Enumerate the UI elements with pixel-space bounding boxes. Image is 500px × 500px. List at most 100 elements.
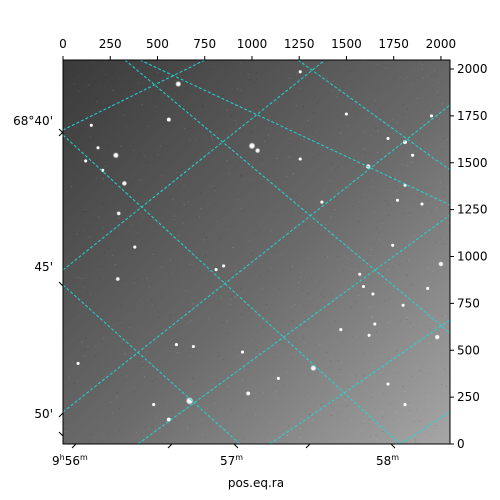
noise-speck	[401, 428, 403, 430]
noise-speck	[93, 216, 95, 218]
noise-speck	[383, 300, 385, 302]
star	[96, 146, 100, 150]
noise-speck	[431, 74, 433, 76]
noise-speck	[203, 239, 205, 241]
noise-speck	[163, 368, 165, 370]
noise-speck	[294, 343, 296, 345]
noise-speck	[134, 282, 136, 284]
noise-speck	[302, 337, 304, 339]
noise-speck	[210, 134, 212, 136]
noise-speck	[391, 418, 393, 420]
noise-speck	[226, 109, 227, 111]
noise-speck	[359, 106, 361, 108]
noise-speck	[319, 344, 321, 346]
noise-speck	[406, 77, 408, 79]
noise-speck	[311, 364, 313, 366]
noise-speck	[290, 108, 292, 110]
noise-speck	[122, 223, 124, 225]
noise-speck	[112, 412, 114, 414]
noise-speck	[197, 181, 199, 183]
noise-speck	[96, 101, 98, 103]
noise-speck	[175, 290, 177, 292]
noise-speck	[98, 303, 100, 305]
noise-speck	[167, 423, 169, 425]
noise-speck	[276, 157, 278, 159]
noise-speck	[357, 165, 359, 167]
noise-speck	[392, 177, 394, 179]
noise-speck	[415, 440, 417, 442]
noise-speck	[435, 138, 436, 140]
noise-speck	[137, 63, 139, 64]
noise-speck	[330, 233, 332, 235]
noise-speck	[187, 201, 189, 203]
noise-speck	[76, 220, 78, 222]
noise-speck	[118, 430, 120, 432]
noise-speck	[143, 155, 145, 157]
noise-speck	[416, 144, 418, 146]
noise-speck	[171, 273, 173, 275]
noise-speck	[348, 186, 350, 188]
noise-speck	[282, 337, 284, 339]
noise-speck	[70, 146, 72, 148]
noise-speck	[327, 255, 328, 257]
noise-speck	[241, 313, 243, 315]
noise-speck	[382, 242, 384, 244]
noise-speck	[180, 322, 182, 324]
noise-speck	[370, 364, 372, 366]
noise-speck	[244, 370, 246, 372]
noise-speck	[443, 420, 445, 422]
noise-speck	[116, 391, 118, 393]
noise-speck	[200, 192, 202, 194]
noise-speck	[371, 180, 372, 182]
noise-speck	[243, 368, 245, 370]
noise-speck	[139, 71, 141, 73]
noise-speck	[282, 384, 284, 386]
noise-speck	[397, 372, 399, 374]
noise-speck	[182, 222, 184, 224]
noise-speck	[242, 178, 244, 180]
noise-speck	[354, 432, 356, 434]
noise-speck	[300, 194, 301, 196]
noise-speck	[220, 297, 222, 299]
noise-speck	[93, 204, 94, 206]
noise-speck	[65, 124, 67, 126]
noise-speck	[231, 295, 233, 297]
noise-speck	[219, 301, 221, 303]
noise-speck	[378, 239, 380, 241]
noise-speck	[207, 204, 209, 206]
right-tick-label: 1000	[457, 250, 488, 264]
left-tick	[58, 412, 64, 418]
noise-speck	[332, 266, 334, 268]
noise-speck	[252, 208, 254, 210]
noise-speck	[380, 110, 382, 112]
noise-speck	[404, 137, 405, 139]
star	[166, 417, 171, 422]
noise-speck	[326, 391, 328, 393]
noise-speck	[371, 355, 373, 357]
noise-speck	[300, 271, 302, 273]
noise-speck	[434, 315, 436, 317]
noise-speck	[431, 79, 433, 81]
noise-speck	[84, 349, 86, 351]
noise-speck	[355, 268, 357, 270]
noise-speck	[184, 88, 186, 90]
noise-speck	[399, 77, 401, 79]
noise-speck	[344, 408, 346, 410]
noise-speck	[77, 170, 79, 172]
bottom-tick-label: 57m	[220, 453, 243, 468]
noise-speck	[183, 204, 185, 205]
noise-speck	[143, 203, 145, 205]
noise-speck	[101, 266, 102, 267]
noise-speck	[407, 317, 409, 318]
noise-speck	[398, 115, 400, 116]
bottom-tick-label: 58m	[376, 453, 399, 468]
noise-speck	[117, 157, 119, 159]
noise-speck	[304, 311, 306, 313]
noise-speck	[367, 260, 369, 261]
noise-speck	[169, 396, 171, 398]
noise-speck	[435, 425, 437, 426]
noise-speck	[157, 123, 159, 125]
noise-speck	[336, 255, 338, 257]
noise-speck	[121, 374, 123, 376]
noise-speck	[445, 385, 447, 387]
